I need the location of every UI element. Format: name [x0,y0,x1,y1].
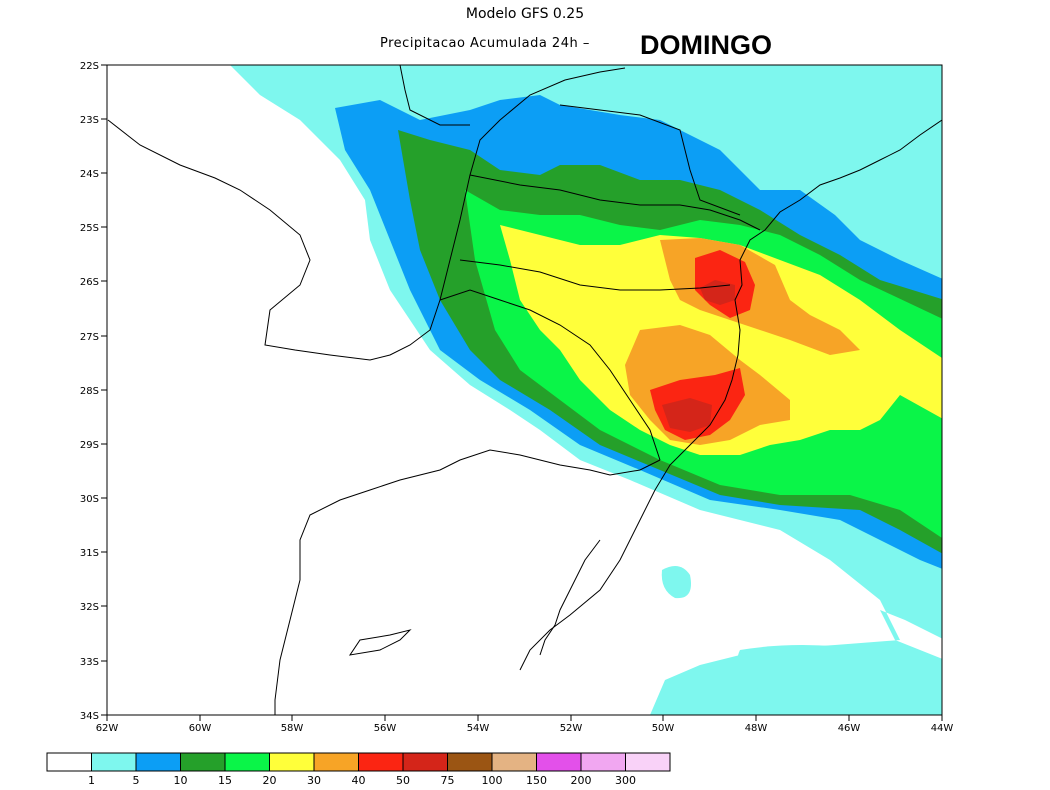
lon-tick-label: 54W [467,723,490,734]
legend-swatch [402,752,448,772]
lon-tick-label: 62W [96,723,119,734]
lon-axis: 62W 60W 58W 56W 54W 52W 50W 48W 46W 44W [96,715,954,734]
lat-tick-label: 28S [80,386,99,397]
lon-tick-label: 56W [374,723,397,734]
contour-50mm-b [662,398,712,432]
river-plata [348,629,412,656]
legend-label: 10 [174,774,188,787]
lat-tick-label: 24S [80,169,99,180]
lat-tick-label: 25S [80,223,99,234]
lagoon-patos [539,539,601,656]
day-label: DOMINGO [628,28,784,62]
legend-label: 75 [441,774,455,787]
legend-label: 1 [88,774,95,787]
coastline [519,119,942,671]
border-paraguay [107,67,626,361]
legend-swatch [447,752,493,772]
legend-label: 200 [571,774,592,787]
legend-label: 30 [307,774,321,787]
legend-label: 150 [526,774,547,787]
contour-50mm [700,280,735,305]
legend-swatch [180,752,226,772]
legend-swatch [358,752,404,772]
lat-tick-label: 26S [80,277,99,288]
legend-label: 40 [352,774,366,787]
lon-tick-label: 48W [745,723,768,734]
contour-1mm-spot [661,566,691,599]
border-argentina-brazil [439,289,661,461]
lat-tick-label: 33S [80,657,99,668]
lon-tick-label: 50W [652,723,675,734]
precipitation-field [230,65,942,715]
lat-tick-label: 23S [80,115,99,126]
lon-tick-label: 58W [281,723,304,734]
lat-tick-label: 29S [80,440,99,451]
legend-swatch [580,752,626,772]
chart-subtitle: Precipitacao Acumulada 24h – [380,36,590,51]
legend-label: 300 [615,774,636,787]
lat-axis: 22S 23S 24S 25S 26S 27S 28S 29S 30S 31S … [80,61,107,722]
legend-label: 20 [263,774,277,787]
legend-swatch [625,752,671,772]
lat-tick-label: 32S [80,602,99,613]
color-legend: 1 5 10 15 20 30 40 50 75 100 150 200 300 [46,752,671,787]
lat-tick-label: 27S [80,332,99,343]
lon-tick-label: 60W [189,723,212,734]
contour-1mm-south [737,645,888,695]
legend-swatch [46,752,92,772]
lon-tick-label: 44W [931,723,954,734]
legend-swatch [536,752,582,772]
border-state-sc-rs [459,259,731,291]
legend-swatch [135,752,181,772]
border-uruguay [274,449,661,715]
lat-tick-label: 31S [80,548,99,559]
legend-label: 5 [133,774,140,787]
chart-title: Modelo GFS 0.25 [465,6,585,22]
contour-20mm [500,225,942,455]
legend-swatch [313,752,359,772]
legend-swatch [91,752,137,772]
lat-tick-label: 34S [80,711,99,722]
border-mato-grosso [399,65,470,126]
border-state-pr-sc [469,174,761,231]
lon-tick-label: 46W [838,723,861,734]
boundaries [107,65,942,715]
legend-swatch [491,752,537,772]
legend-label: 100 [482,774,503,787]
legend-swatch [224,752,270,772]
lat-tick-label: 22S [80,61,99,72]
legend-swatch [269,752,315,772]
lon-tick-label: 52W [560,723,583,734]
border-state-sp-pr [559,104,741,216]
legend-label: 50 [396,774,410,787]
lat-tick-label: 30S [80,494,99,505]
legend-label: 15 [218,774,232,787]
